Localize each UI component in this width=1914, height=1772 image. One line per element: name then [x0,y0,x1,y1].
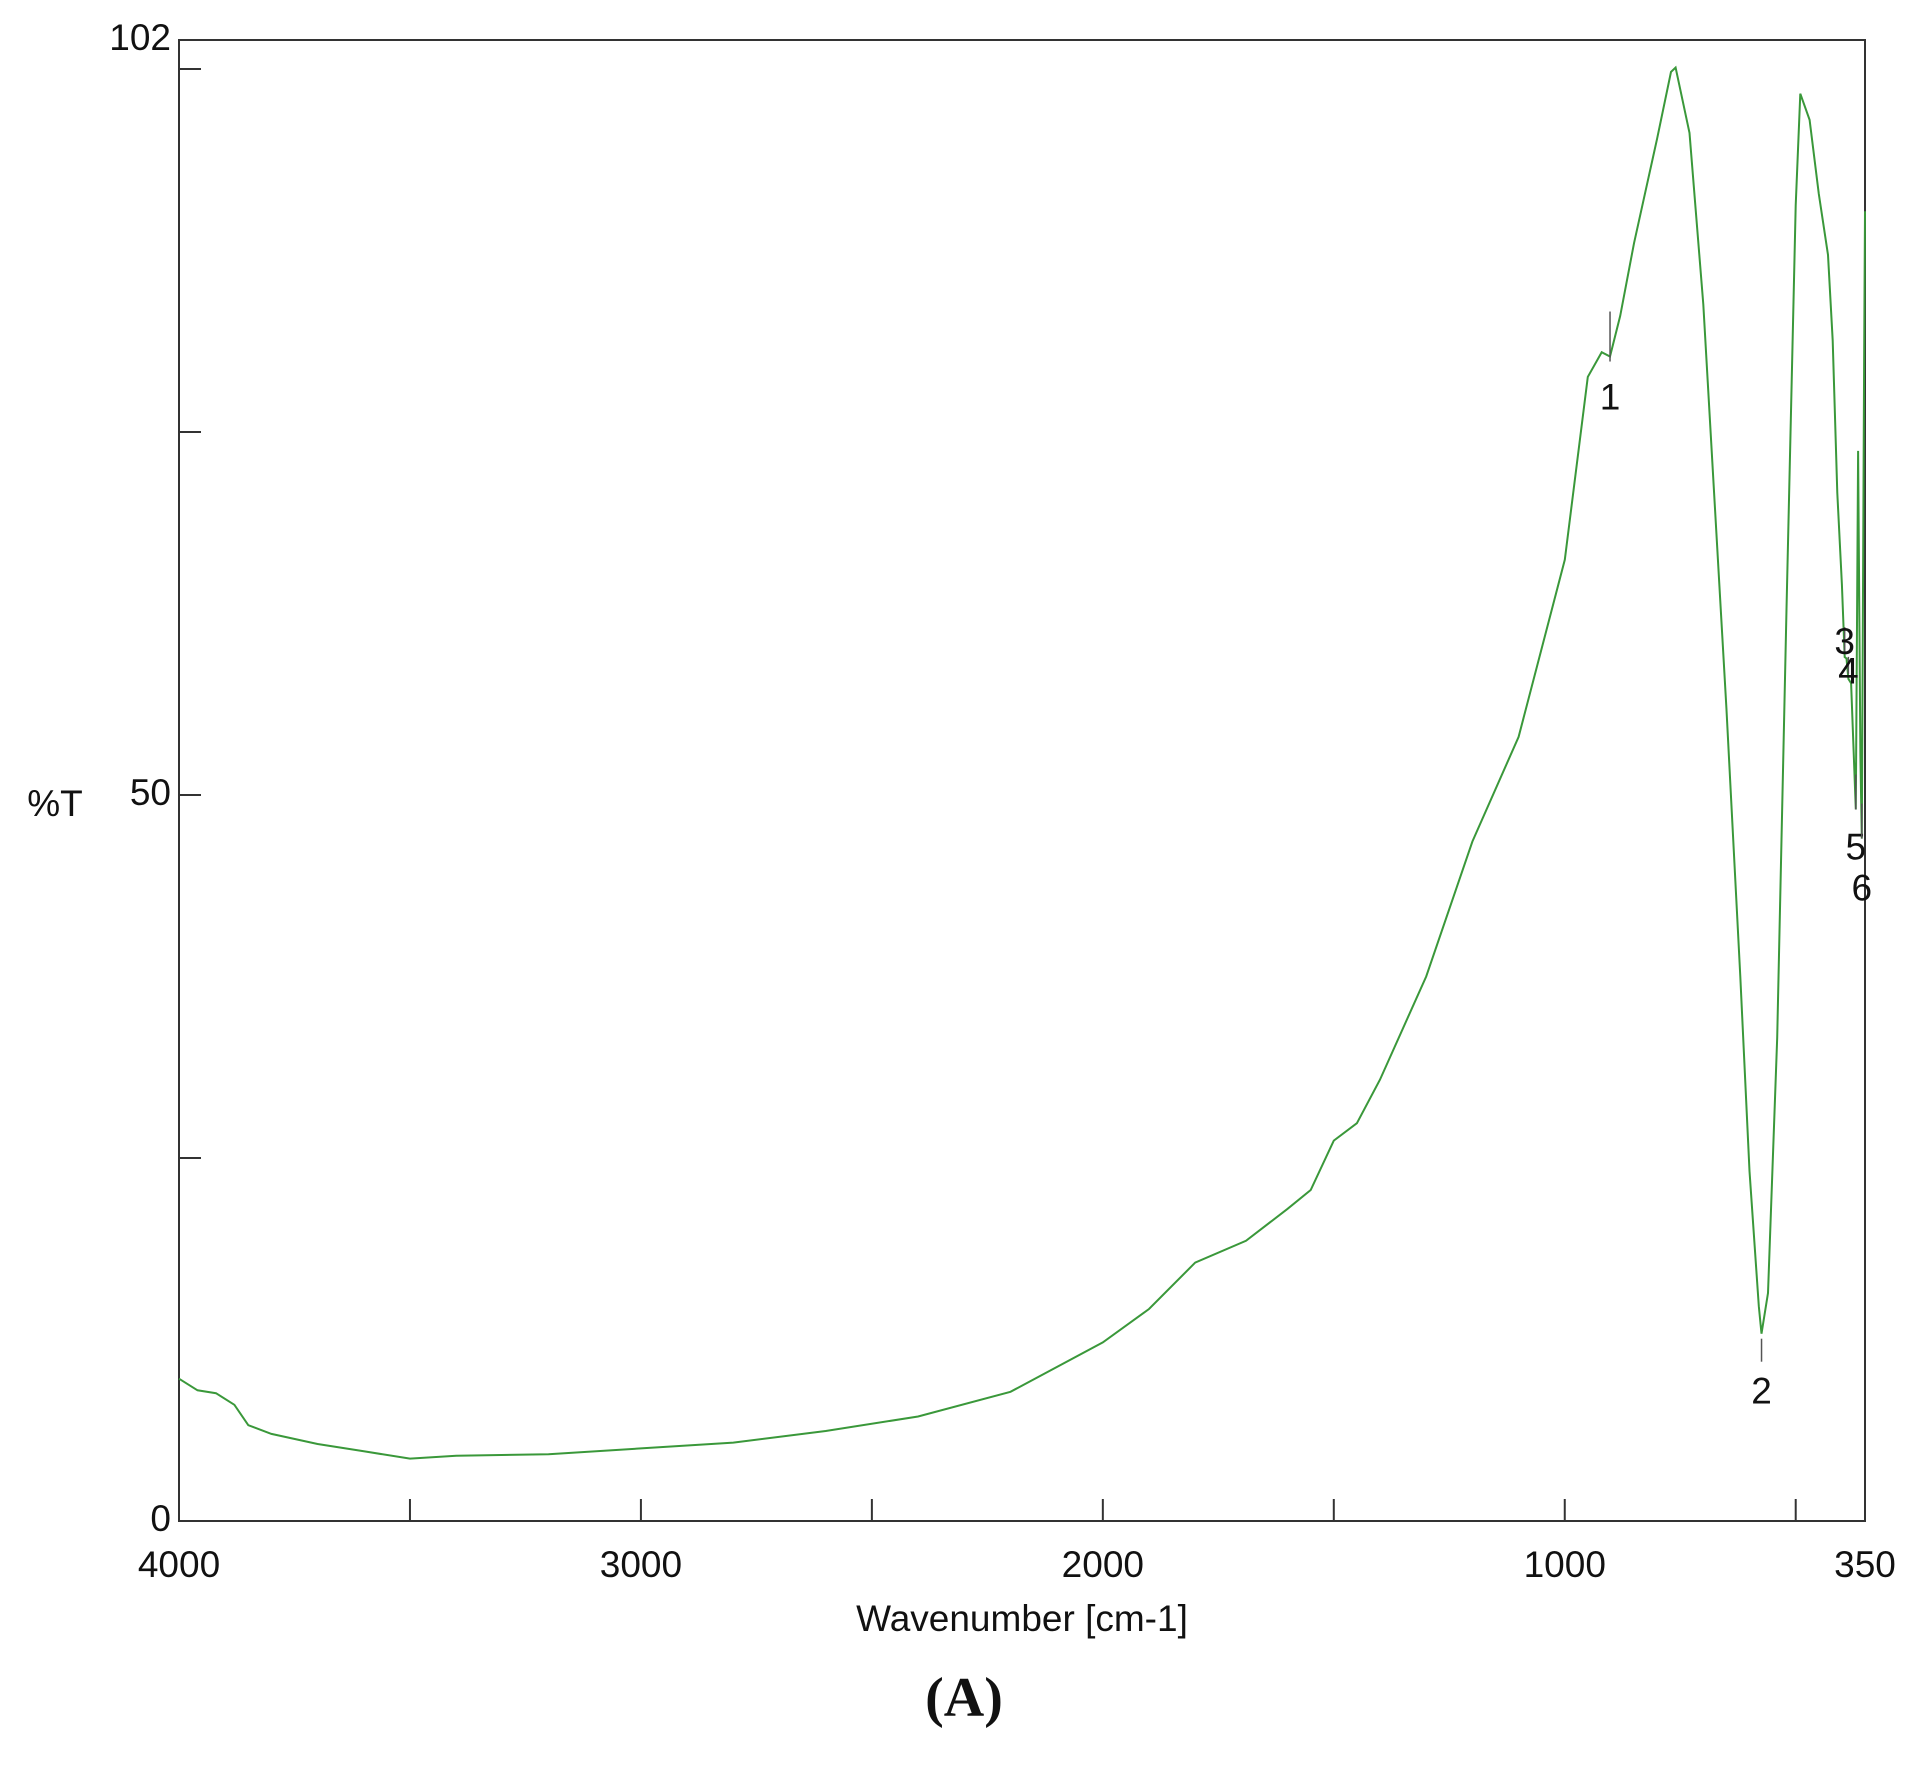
x-tick-label: 4000 [138,1544,220,1585]
peak-label: 1 [1600,376,1621,417]
peak-label: 3 [1834,621,1855,662]
y-axis-label: %T [27,783,83,824]
y-tick-label: 0 [150,1498,171,1539]
x-tick-label: 2000 [1062,1544,1144,1585]
peak-label: 2 [1751,1370,1772,1411]
x-tick-label: 3000 [600,1544,682,1585]
y-tick-label: 50 [130,772,171,813]
x-tick-label: 350 [1834,1544,1896,1585]
peak-label: 4 [1838,651,1859,692]
x-axis-label: Wavenumber [cm-1] [856,1598,1188,1639]
peak-label: 5 [1845,826,1866,867]
plot-frame [178,39,1866,1522]
y-tick-label: 102 [109,17,171,58]
caption: (A) [925,1667,1003,1729]
x-tick-label: 1000 [1524,1544,1606,1585]
peak-label: 6 [1851,867,1872,908]
spectrum-line [178,65,1866,1460]
